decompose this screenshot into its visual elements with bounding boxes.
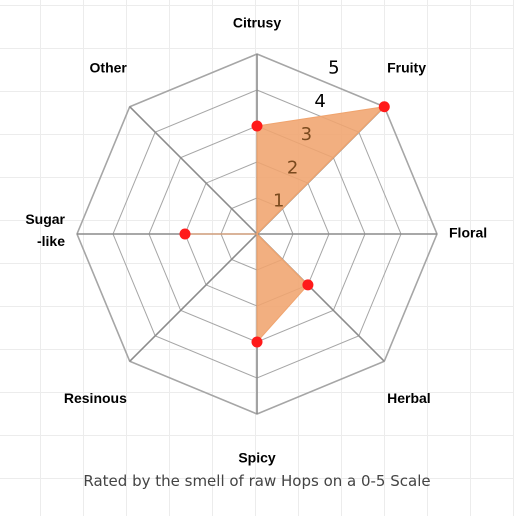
- spoke-8: [129, 106, 258, 235]
- tick-label-5: 5: [328, 58, 339, 79]
- data-point-2: [378, 101, 390, 113]
- axis-label-5: Spicy: [238, 450, 276, 466]
- axis-label-1: Citrusy: [233, 15, 281, 31]
- tick-label-2: 2: [287, 157, 298, 178]
- series-area: [185, 105, 386, 344]
- data-point-7: [179, 228, 191, 240]
- radar-axis-labels: Citrusy Fruity Floral Herbal Spicy Resinous Su…: [25, 15, 487, 466]
- radar-series-points: [179, 101, 390, 348]
- tick-label-4: 4: [314, 91, 325, 112]
- data-point-4: [302, 279, 314, 291]
- axis-label-4: Herbal: [387, 390, 431, 406]
- axis-label-7-line-1: Sugar: [25, 211, 65, 227]
- chart-caption: Rated by the smell of raw Hops on a 0-5 …: [83, 472, 431, 490]
- radar-series-area: [185, 105, 386, 344]
- axis-label-7: Sugar -like: [25, 211, 65, 249]
- tick-label-3: 3: [301, 124, 312, 145]
- axis-label-2: Fruity: [387, 59, 426, 75]
- tick-label-1: 1: [273, 191, 284, 212]
- axis-label-7-line-2: -like: [37, 233, 65, 249]
- axis-label-6: Resinous: [64, 390, 127, 406]
- data-point-5: [251, 336, 263, 348]
- data-point-1: [251, 120, 263, 132]
- axis-label-8: Other: [90, 59, 128, 75]
- axis-label-3: Floral: [449, 225, 487, 241]
- spoke-6: [129, 233, 258, 362]
